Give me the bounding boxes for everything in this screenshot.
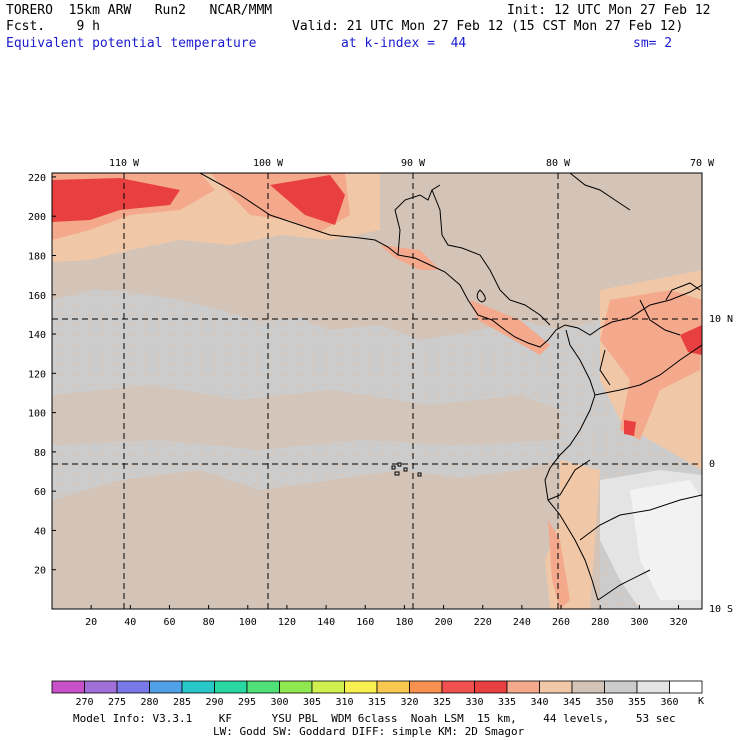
lat-label-10s: 10 S	[709, 604, 733, 615]
colorbar-swatch	[149, 680, 183, 694]
lon-label-70w: 70 W	[690, 158, 715, 169]
x-tick-label: 40	[124, 617, 136, 628]
colorbar-unit: K	[698, 696, 704, 707]
contour-fill	[52, 173, 702, 609]
x-tick-label: 20	[85, 617, 97, 628]
colorbar-label: 350	[595, 697, 613, 708]
colorbar-label: 310	[335, 697, 353, 708]
x-tick-label: 200	[435, 617, 453, 628]
y-tick-label: 100	[28, 409, 46, 420]
x-tick-label: 280	[591, 617, 609, 628]
colorbar-swatch	[279, 680, 313, 694]
colorbar-swatch	[214, 680, 248, 694]
colorbar-swatch	[604, 680, 638, 694]
colorbar-label: 315	[368, 697, 386, 708]
x-tick-label: 300	[630, 617, 648, 628]
colorbar-swatch	[669, 680, 703, 694]
lat-label-10n: 10 N	[709, 314, 733, 325]
valid-time: Valid: 21 UTC Mon 27 Feb 12 (15 CST Mon …	[292, 19, 684, 34]
colorbar-swatch	[506, 680, 540, 694]
init-time: Init: 12 UTC Mon 27 Feb 12	[507, 3, 711, 18]
colorbar-swatch	[636, 680, 670, 694]
colorbar-swatch	[344, 680, 378, 694]
y-tick-label: 40	[34, 526, 46, 537]
plot-frame	[51, 172, 703, 610]
y-tick-label: 120	[28, 369, 46, 380]
colorbar-swatch	[116, 680, 150, 694]
level-index: at k-index = 44	[341, 36, 467, 51]
x-tick-label: 100	[239, 617, 257, 628]
colorbar-label: 295	[238, 697, 256, 708]
latlon-grid	[52, 173, 702, 609]
colorbar-label: 320	[400, 697, 418, 708]
colorbar	[51, 680, 703, 694]
x-tick-label: 240	[513, 617, 531, 628]
colorbar-swatch	[311, 680, 345, 694]
field-name: Equivalent potential temperature	[6, 36, 257, 51]
colorbar-swatch	[84, 680, 118, 694]
x-axis: 20 40 60 80 100 120 140 160 180 200 220 240 260 280 30…	[85, 605, 688, 628]
y-tick-label: 220	[28, 173, 46, 184]
y-tick-label: 200	[28, 212, 46, 223]
colorbar-label: 280	[140, 697, 158, 708]
lon-label-100w: 100 W	[253, 158, 284, 169]
colorbar-label: 275	[108, 697, 126, 708]
colorbar-label: 360	[660, 697, 678, 708]
colorbar-label: 335	[498, 697, 516, 708]
x-tick-label: 140	[317, 617, 335, 628]
lon-label-110w: 110 W	[109, 158, 140, 169]
colorbar-label: 270	[75, 697, 93, 708]
y-tick-label: 60	[34, 487, 46, 498]
y-tick-label: 160	[28, 291, 46, 302]
colorbar-label: 285	[173, 697, 191, 708]
colorbar-label: 345	[563, 697, 581, 708]
model-run-title: TORERO 15km ARW Run2 NCAR/MMM	[6, 3, 273, 18]
colorbar-swatch	[571, 680, 605, 694]
model-info-line: Model Info: V3.3.1 KF YSU PBL WDM 6class…	[73, 712, 676, 725]
y-tick-label: 80	[34, 448, 46, 459]
colorbar-swatch	[539, 680, 573, 694]
physics-info-line: LW: Godd SW: Goddard DIFF: simple KM: 2D…	[213, 725, 525, 738]
x-tick-label: 80	[203, 617, 215, 628]
lat-label-0: 0	[709, 459, 715, 470]
x-tick-label: 220	[474, 617, 492, 628]
colorbar-label: 305	[303, 697, 321, 708]
colorbar-swatch	[246, 680, 280, 694]
colorbar-swatch	[181, 680, 215, 694]
smoothing-value: sm= 2	[633, 36, 673, 51]
x-tick-label: 320	[669, 617, 687, 628]
colorbar-swatch	[376, 680, 410, 694]
colorbar-labels: 270 275 280 285 290 295 300 305 310 315 320 325 330 3…	[75, 697, 678, 708]
colorbar-swatch	[409, 680, 443, 694]
colorbar-label: 340	[530, 697, 548, 708]
forecast-hour: Fcst. 9 h	[6, 19, 100, 34]
colorbar-label: 330	[465, 697, 483, 708]
colorbar-label: 300	[270, 697, 288, 708]
y-tick-label: 140	[28, 330, 46, 341]
y-axis: 20 40 60 80 100 120 140 160 180 200 220	[28, 173, 56, 577]
lon-label-90w: 90 W	[401, 158, 426, 169]
x-tick-label: 260	[552, 617, 570, 628]
lon-label-80w: 80 W	[546, 158, 571, 169]
colorbar-label: 355	[628, 697, 646, 708]
colorbar-label: 325	[433, 697, 451, 708]
x-tick-label: 160	[356, 617, 374, 628]
colorbar-swatch	[441, 680, 475, 694]
colorbar-swatch	[51, 680, 85, 694]
y-tick-label: 20	[34, 566, 46, 577]
colorbar-label: 290	[205, 697, 223, 708]
colorbar-swatch	[474, 680, 508, 694]
x-tick-label: 180	[395, 617, 413, 628]
coastlines	[199, 173, 702, 601]
y-tick-label: 180	[28, 251, 46, 262]
x-tick-label: 120	[278, 617, 296, 628]
x-tick-label: 60	[163, 617, 175, 628]
